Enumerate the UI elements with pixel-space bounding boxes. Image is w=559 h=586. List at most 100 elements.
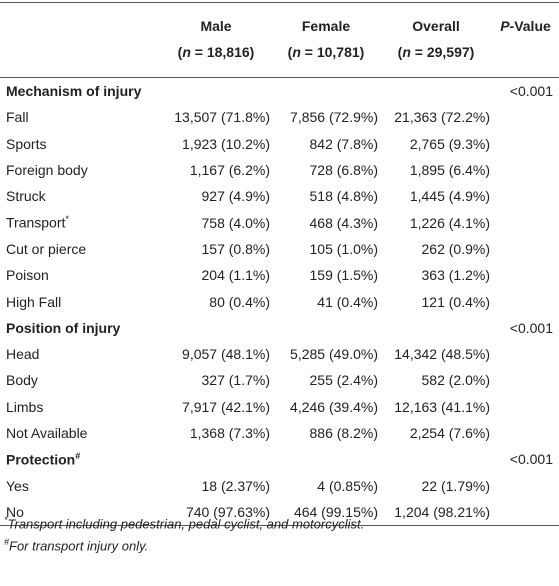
row-label: Fall: [6, 109, 29, 126]
data-cell: 2,765 (9.3%): [409, 135, 490, 152]
data-cell: 13,507 (71.8%): [174, 109, 270, 126]
empty-cell: [492, 420, 559, 446]
data-row: Limbs 7,917 (42.1%) 4,246 (39.4%) 12,163 (4…: [0, 394, 559, 420]
data-cell: 4 (0.85%): [317, 477, 378, 494]
data-cell: 1,445 (4.9%): [409, 188, 490, 205]
column-count: (n = 29,597): [380, 39, 492, 78]
empty-cell: [492, 104, 559, 130]
header-cell: [0, 3, 160, 40]
row-label: Yes: [6, 477, 29, 494]
data-cell: 4,246 (39.4%): [290, 398, 378, 415]
section-title-cell: Mechanism of injury: [0, 78, 492, 105]
row-label-cell: High Fall: [0, 288, 160, 314]
row-label: Not Available: [6, 425, 88, 441]
row-label: Limbs: [6, 398, 44, 415]
empty-cell: [492, 131, 559, 157]
empty-cell: [492, 262, 559, 288]
column-count: (n = 18,816): [160, 39, 272, 78]
row-label: Cut or pierce: [6, 240, 87, 257]
data-cell: 5,285 (49.0%): [290, 346, 378, 363]
row-label: Head: [6, 346, 40, 363]
empty-cell: [492, 209, 559, 235]
data-cell: 927 (4.9%): [201, 188, 270, 205]
p-value-header: P-Value: [492, 3, 559, 40]
p-value-part: -Value: [509, 18, 551, 34]
data-cell: 468 (4.3%): [309, 214, 378, 231]
data-row: Cut or pierce 157 (0.8%) 105 (1.0%) 262 (0.…: [0, 236, 559, 262]
data-cell: 1,923 (10.2%): [182, 135, 270, 152]
data-row: Yes 18 (2.37%) 4 (0.85%) 22 (1.79%): [0, 472, 559, 498]
section-title: Mechanism of injury: [6, 83, 142, 100]
data-cell: 886 (8.2%): [309, 425, 378, 441]
row-label-cell: Not Available: [0, 420, 160, 446]
data-row: Not Available 1,368 (7.3%) 886 (8.2%) 2,254…: [0, 420, 559, 446]
p-value: <0.001: [509, 319, 553, 336]
count-part: n: [182, 44, 191, 60]
row-label: Foreign body: [6, 162, 88, 179]
data-row: High Fall 80 (0.4%) 41 (0.4%) 121 (0.4%): [0, 288, 559, 314]
row-label: No: [6, 503, 24, 520]
section-title: Protection: [6, 451, 76, 468]
count-part: = 29,597): [410, 44, 475, 60]
data-cell: 12,163 (41.1%): [394, 398, 490, 415]
data-row: Transport* 758 (4.0%) 468 (4.3%) 1,226 (4.1…: [0, 209, 559, 235]
row-label: Struck: [6, 188, 46, 205]
data-cell: 1,204 (98.21%): [394, 503, 490, 520]
data-cell: 1,226 (4.1%): [409, 214, 490, 231]
count-part: = 10,781): [300, 44, 365, 60]
data-cell: 262 (0.9%): [421, 240, 490, 257]
footnote-text: Transport including pedestrian, pedal cy…: [7, 516, 365, 532]
row-label-cell: Poison: [0, 262, 160, 288]
data-cell: 1,167 (6.2%): [189, 162, 270, 179]
p-value: <0.001: [509, 83, 553, 100]
section-title-cell: Protection#: [0, 446, 492, 472]
count-part: (: [397, 44, 403, 60]
data-row: Foreign body 1,167 (6.2%) 728 (6.8%) 1,895 …: [0, 157, 559, 183]
data-cell: 21,363 (72.2%): [394, 109, 490, 126]
row-label-cell: Fall: [0, 104, 160, 130]
section-row: Protection# <0.001: [0, 446, 559, 472]
data-cell: 204 (1.1%): [201, 267, 270, 284]
empty-cell: [492, 157, 559, 183]
data-cell: 740 (97.63%): [185, 503, 270, 520]
data-cell: 105 (1.0%): [309, 240, 378, 257]
row-label-cell: Head: [0, 341, 160, 367]
row-label: Poison: [6, 267, 49, 284]
data-cell: 363 (1.2%): [421, 267, 490, 284]
header-row: Male Female Overall P-Value: [0, 3, 559, 40]
data-cell: 2,254 (7.6%): [409, 425, 490, 441]
section-row: Position of injury <0.001: [0, 315, 559, 341]
section-title: Position of injury: [6, 319, 121, 336]
p-value: <0.001: [509, 451, 553, 468]
data-cell: 7,917 (42.1%): [182, 398, 270, 415]
data-cell: 157 (0.8%): [201, 240, 270, 257]
data-cell: 758 (4.0%): [201, 214, 270, 231]
footnote-marker: *: [4, 515, 8, 525]
data-row: Body 327 (1.7%) 255 (2.4%) 582 (2.0%): [0, 367, 559, 393]
row-label-cell: Sports: [0, 131, 160, 157]
header-row: (n = 18,816) (n = 10,781) (n = 29,597): [0, 39, 559, 78]
count-part: n: [402, 44, 411, 60]
row-label: Body: [6, 372, 38, 389]
data-row: Sports 1,923 (10.2%) 842 (7.8%) 2,765 (9.3%…: [0, 131, 559, 157]
header-cell: [0, 39, 160, 78]
data-cell: 1,368 (7.3%): [189, 425, 270, 441]
row-label: Transport: [6, 214, 66, 231]
data-cell: 159 (1.5%): [309, 267, 378, 284]
footnote-marker: #: [75, 450, 81, 461]
data-cell: 18 (2.37%): [201, 477, 270, 494]
footnote-text: For transport injury only.: [9, 538, 149, 554]
data-row: Fall 13,507 (71.8%) 7,856 (72.9%) 21,363 (7…: [0, 104, 559, 130]
data-cell: 464 (99.15%): [293, 503, 378, 520]
empty-cell: [492, 367, 559, 393]
data-cell: 80 (0.4%): [209, 293, 270, 310]
empty-cell: [492, 288, 559, 314]
row-label: Sports: [6, 135, 47, 152]
empty-cell: [492, 472, 559, 498]
data-row: Head 9,057 (48.1%) 5,285 (49.0%) 14,342 (48…: [0, 341, 559, 367]
row-label-cell: Foreign body: [0, 157, 160, 183]
row-label-cell: Body: [0, 367, 160, 393]
data-cell: 842 (7.8%): [309, 135, 378, 152]
footnote: *Transport including pedestrian, pedal c…: [4, 515, 364, 531]
